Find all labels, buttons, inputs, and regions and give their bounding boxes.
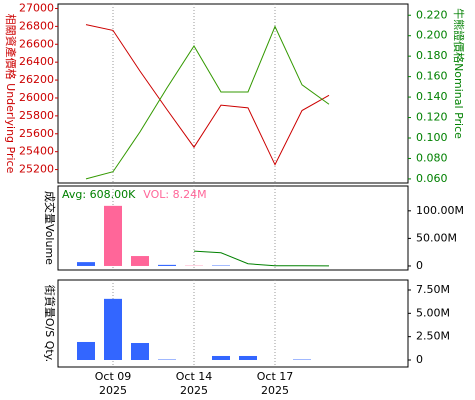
- line: [85, 24, 330, 166]
- y-tick-label: 26200: [19, 73, 54, 86]
- y-tick-label: 26600: [19, 37, 54, 50]
- y-label: 相關資產價格 Underlying Price: [4, 14, 18, 174]
- y2-tick-label: 0.140: [416, 90, 448, 103]
- bar: [104, 298, 122, 360]
- bar: [212, 355, 230, 360]
- y2-tick-label: 7.50M: [416, 283, 450, 296]
- plot-frame: [57, 279, 409, 368]
- bar: [131, 256, 149, 266]
- y-tick-label: 25800: [19, 109, 54, 122]
- y2-tick-label: 0.220: [416, 8, 448, 21]
- y-tick-label: 25200: [19, 163, 54, 176]
- y2-tick-label: 0.060: [416, 172, 448, 185]
- bar: [77, 262, 95, 266]
- y-label: 街貨量O/S Qty.: [43, 285, 57, 362]
- y2-tick-label: 5.00M: [416, 306, 450, 319]
- bar: [77, 341, 95, 360]
- y2-label: 牛熊證價格Nominal Price: [452, 8, 466, 139]
- y-tick-label: 27000: [19, 1, 54, 14]
- y2-tick-label: 0.100: [416, 131, 448, 144]
- y2-tick-label: 0: [416, 259, 423, 272]
- y-tick-label: 25600: [19, 127, 54, 140]
- bar: [239, 355, 257, 360]
- y-tick-label: 25400: [19, 145, 54, 158]
- line: [193, 250, 330, 267]
- y2-tick-label: 0.120: [416, 111, 448, 124]
- legend-entry: Avg: 608.00K: [62, 188, 136, 201]
- y-tick-label: 26800: [19, 19, 54, 32]
- y-tick-label: 26000: [19, 91, 54, 104]
- y2-tick-label: 0.160: [416, 70, 448, 83]
- y2-tick-label: 0.200: [416, 29, 448, 42]
- y-label: 成交量Volume: [43, 191, 57, 265]
- bar: [158, 264, 176, 266]
- y2-tick-label: 50.00M: [416, 231, 457, 244]
- bar: [131, 343, 149, 360]
- plot-frame: [57, 3, 409, 184]
- y-tick-label: 26400: [19, 55, 54, 68]
- x-tick-label: Oct 09 2025: [94, 370, 132, 397]
- plot-frame: [57, 185, 409, 271]
- line: [85, 25, 330, 180]
- y2-tick-label: 0.080: [416, 151, 448, 164]
- x-tick-label: Oct 17 2025: [256, 370, 294, 397]
- x-tick-label: Oct 14 2025: [175, 370, 213, 397]
- y2-tick-label: 0.180: [416, 49, 448, 62]
- y2-tick-label: 2.50M: [416, 330, 450, 343]
- y2-tick-label: 100.00M: [416, 204, 464, 217]
- y2-tick-label: 0: [416, 353, 423, 366]
- legend-entry: VOL: 8.24M: [143, 188, 206, 201]
- bar: [104, 205, 122, 266]
